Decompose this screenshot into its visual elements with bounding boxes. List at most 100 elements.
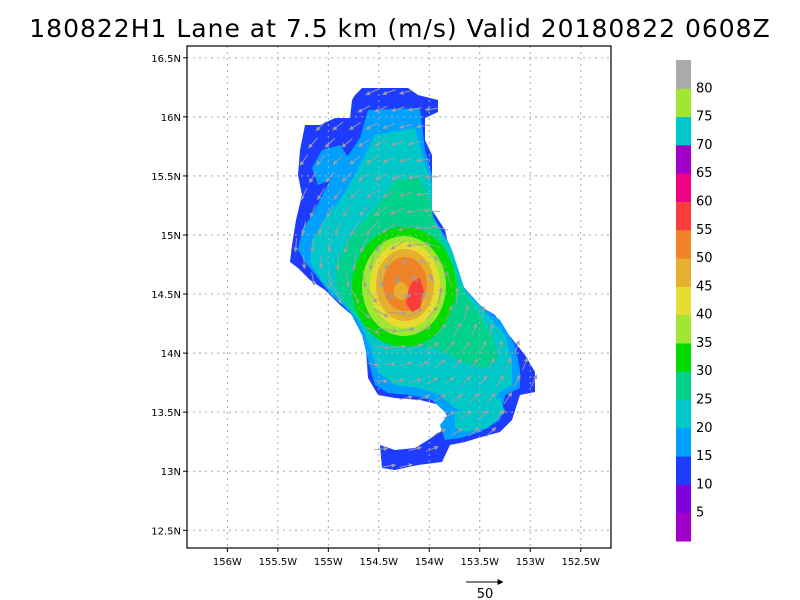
wind-vector: [434, 359, 446, 369]
wind-vector: [452, 322, 462, 338]
wind-vector: [301, 221, 306, 235]
wind-vector: [357, 307, 371, 319]
wind-vector: [389, 311, 407, 316]
wind-vector: [433, 428, 447, 436]
wind-vector: [381, 222, 397, 234]
lon-tick-label: 156W: [213, 557, 242, 568]
wind-vector: [487, 357, 495, 370]
wind-vector: [316, 154, 326, 166]
wind-vector: [438, 287, 443, 305]
wind-vector: [315, 121, 327, 131]
wind-vector: [324, 138, 336, 148]
wind-vector: [362, 270, 367, 288]
wind-vector: [382, 190, 396, 198]
colorbar-label: 35: [696, 336, 713, 351]
wind-vector: [451, 358, 463, 370]
wind-vector: [469, 358, 479, 370]
wind-vector: [357, 139, 370, 147]
wind-vector: [420, 291, 426, 301]
wind-vector: [374, 105, 388, 113]
colorbar-swatch: [676, 314, 691, 344]
reference-vector: 50: [466, 579, 504, 600]
wind-vector: [399, 157, 413, 163]
wind-vector: [350, 220, 360, 236]
wind-vector: [364, 326, 380, 334]
lon-tick-label: 152.5W: [561, 557, 600, 568]
wind-vector: [332, 155, 344, 165]
wind-vector: [424, 342, 440, 352]
colorbar-label: 20: [696, 421, 713, 436]
colorbar-swatch: [676, 116, 691, 146]
wind-vector: [454, 287, 460, 305]
wind-vector: [429, 274, 435, 284]
wind-vector: [433, 256, 447, 268]
wind-vector: [426, 306, 438, 320]
wind-vector: [373, 308, 389, 318]
wind-vector: [397, 225, 415, 232]
wind-vector: [463, 304, 470, 322]
wind-vector: [486, 392, 496, 404]
wind-vector: [460, 376, 472, 386]
wind-vector: [408, 378, 422, 384]
wind-vector: [343, 236, 350, 254]
colorbar-swatch: [676, 144, 691, 174]
wind-vector: [415, 325, 431, 335]
wind-vector: [415, 124, 430, 129]
wind-vector: [382, 463, 397, 468]
map-title: 180822H1 Lane at 7.5 km (m/s) Valid 2018…: [29, 14, 771, 43]
wind-vector: [399, 89, 413, 95]
wind-vector: [374, 446, 389, 452]
wind-vector: [415, 158, 430, 163]
lat-tick-label: 12.5N: [151, 526, 181, 537]
wind-vector: [399, 463, 413, 468]
wind-vector: [399, 191, 413, 197]
colorbar-label: 50: [696, 251, 713, 266]
wind-vector: [451, 428, 464, 436]
colorbar-swatch: [676, 342, 691, 372]
wind-vector: [408, 107, 422, 112]
wind-vector: [311, 272, 316, 286]
colorbar-swatch: [676, 512, 691, 542]
wind-vector: [334, 221, 342, 235]
colorbar-swatch: [676, 88, 691, 118]
wind-vector: [333, 188, 343, 200]
wind-vector: [443, 411, 456, 419]
wind-vector: [406, 209, 424, 214]
lon-tick-label: 155.5W: [259, 557, 298, 568]
wind-vector: [308, 171, 318, 183]
lat-tick-label: 14N: [161, 349, 181, 360]
lon-tick-label: 153W: [516, 557, 545, 568]
wind-vector: [451, 393, 463, 403]
wind-vector: [380, 328, 398, 333]
wind-vector: [342, 205, 352, 217]
wind-vector: [530, 374, 538, 388]
lat-tick-label: 16.5N: [151, 54, 181, 65]
wind-vector: [504, 357, 512, 371]
wind-vector: [344, 270, 351, 288]
wind-vector: [332, 121, 344, 131]
wind-vector: [382, 89, 396, 96]
colorbar-label: 80: [696, 81, 713, 96]
colorbar-swatch: [676, 286, 691, 316]
wind-vector: [411, 275, 419, 283]
wind-vector: [488, 323, 494, 337]
lon-tick-label: 154.5W: [360, 557, 399, 568]
colorbar-swatch: [676, 484, 691, 514]
wind-vector: [374, 173, 388, 181]
colorbar-label: 30: [696, 364, 713, 379]
wind-vector: [325, 171, 335, 183]
wind-vector: [408, 446, 422, 452]
wind-vector: [399, 361, 413, 366]
wind-vector: [357, 105, 371, 113]
wind-vector: [442, 340, 456, 354]
colorbar-label: 25: [696, 393, 713, 408]
wind-field: [290, 88, 538, 470]
colorbar-swatch: [676, 173, 691, 202]
wind-vector: [389, 344, 407, 349]
wind-vector: [425, 377, 439, 385]
colorbar-swatch: [676, 60, 691, 89]
colorbar-label: 55: [696, 223, 713, 238]
wind-vector: [478, 375, 488, 387]
wind-vector: [309, 204, 316, 218]
wind-vector: [366, 221, 378, 235]
